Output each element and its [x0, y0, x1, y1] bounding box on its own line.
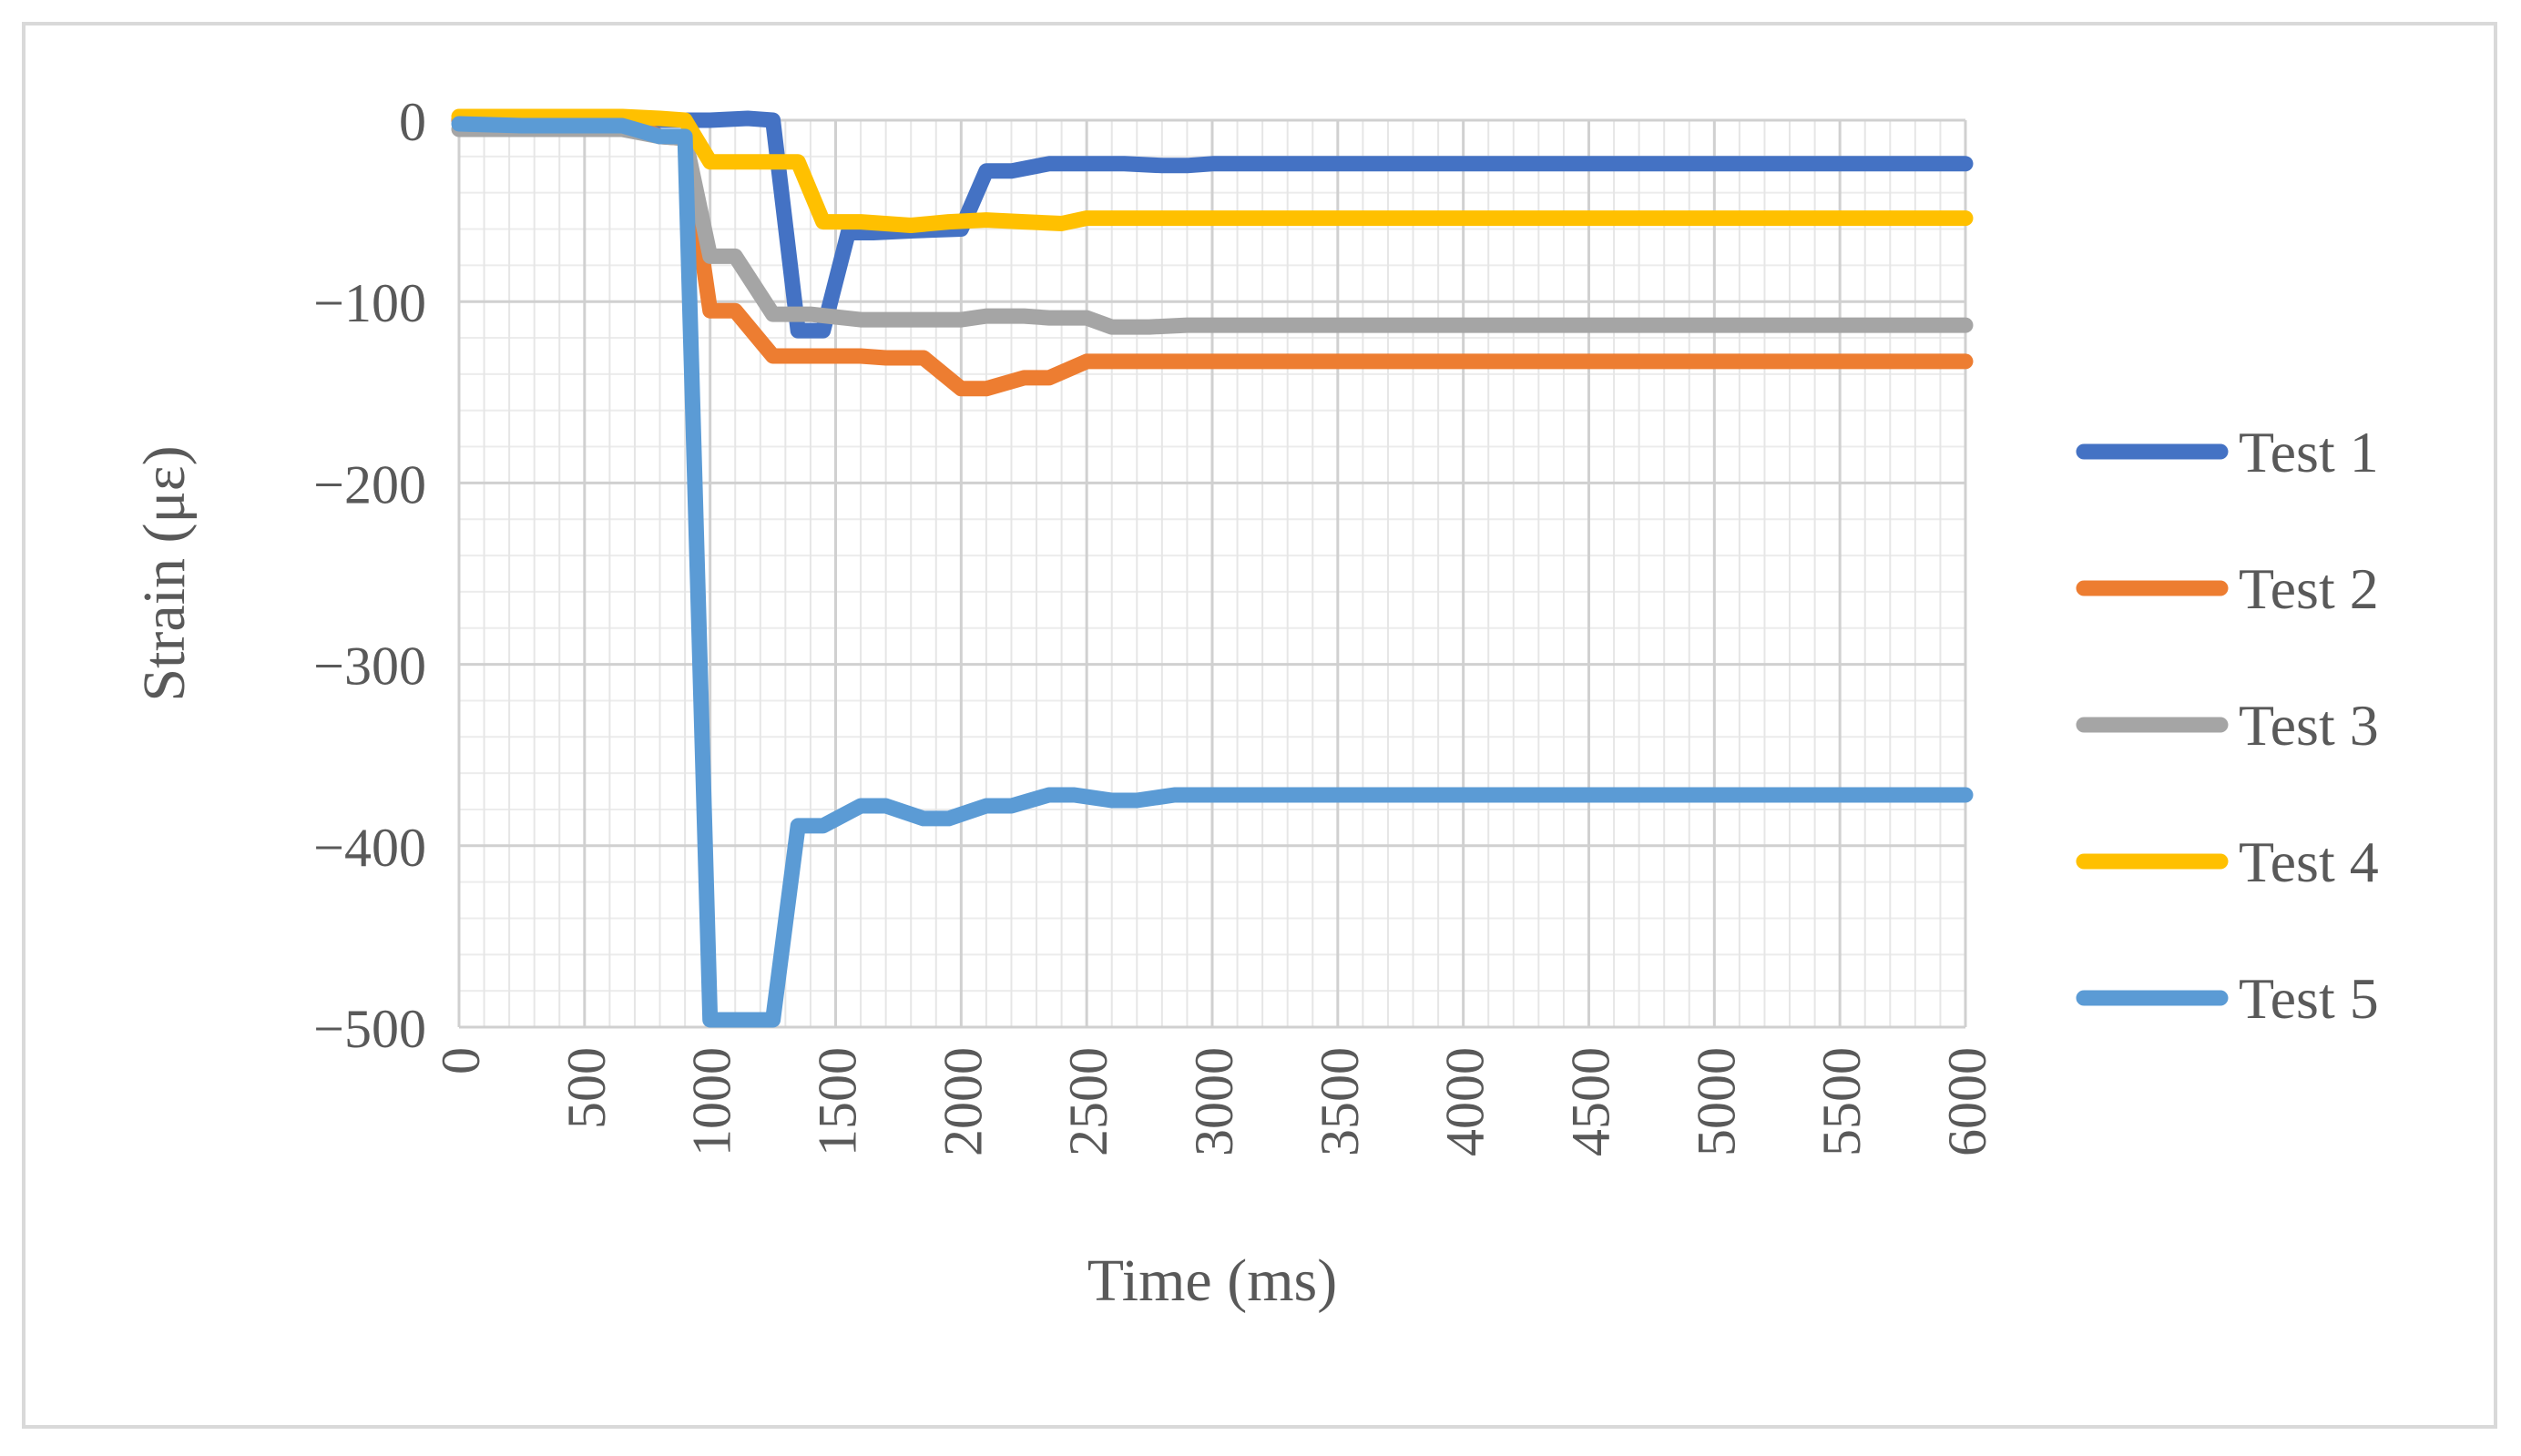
legend-label-test-1: Test 1 [2239, 420, 2379, 484]
x-tick-label: 5500 [1812, 1047, 1872, 1156]
line-chart: 0−100−200−300−400−5000 500 1000 1500 2000 250… [131, 92, 2379, 1314]
y-axis-title: Strain (με) [131, 445, 198, 701]
y-tick-label: 0 [399, 92, 426, 152]
x-tick-label: 2500 [1058, 1047, 1118, 1156]
series-line-test-5 [451, 116, 1974, 1028]
x-tick-label: 3000 [1184, 1047, 1244, 1156]
x-tick-label: 500 [556, 1047, 617, 1129]
x-axis-title: Time (ms) [1087, 1247, 1337, 1314]
x-tick-label: 6000 [1937, 1047, 1997, 1156]
x-tick-label: 2000 [933, 1047, 993, 1156]
legend-label-test-3: Test 3 [2239, 693, 2379, 758]
y-tick-label: −500 [313, 999, 426, 1059]
x-tick-label: 4000 [1435, 1047, 1495, 1156]
chart-frame: 0 −100 −200 −300 −400 −500 0 500 1000 1500 2000 250… [22, 22, 2497, 1429]
axes: 0−100−200−300−400−5000 500 1000 1500 2000 250… [313, 92, 1997, 1156]
y-tick-label: −100 [313, 273, 426, 333]
x-tick-label: 3500 [1310, 1047, 1370, 1156]
x-tick-label: 4500 [1561, 1047, 1621, 1156]
y-tick-label: −400 [313, 818, 426, 878]
legend: Test 1 Test 2 Test 3 Test 4 Test 5 [2076, 420, 2379, 1031]
legend-label-test-2: Test 2 [2239, 556, 2379, 621]
legend-label-test-5: Test 5 [2239, 966, 2379, 1031]
legend-label-test-4: Test 4 [2239, 830, 2379, 894]
series-lines [451, 108, 1974, 1028]
x-tick-label: 1500 [808, 1047, 868, 1156]
x-tick-label: 5000 [1686, 1047, 1746, 1156]
x-tick-label: 0 [431, 1047, 491, 1074]
y-tick-label: −300 [313, 636, 426, 697]
x-tick-label: 1000 [682, 1047, 742, 1156]
y-tick-label: −200 [313, 454, 426, 514]
series-line-test-4 [451, 108, 1974, 233]
